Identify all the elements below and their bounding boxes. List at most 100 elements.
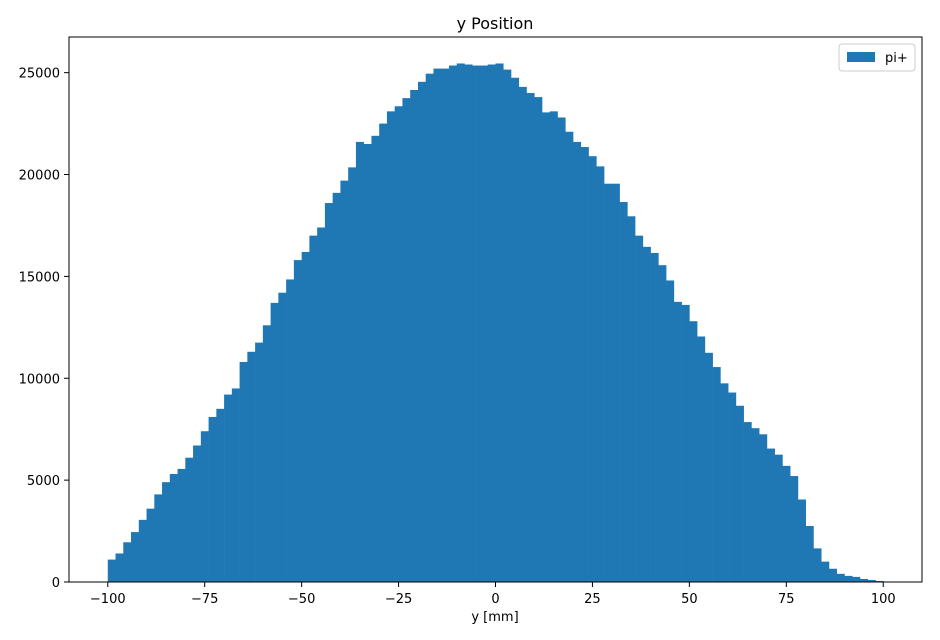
histogram-bar — [154, 494, 163, 582]
histogram-bar — [627, 216, 636, 582]
histogram-bars — [107, 63, 884, 583]
legend-swatch-pi-plus — [847, 52, 875, 62]
histogram-bar — [728, 392, 737, 582]
histogram-bar — [503, 69, 512, 582]
histogram-bar — [658, 265, 667, 582]
histogram-bar — [867, 579, 876, 582]
histogram-bar — [448, 65, 458, 582]
histogram-bar — [286, 279, 295, 582]
histogram-bar — [666, 280, 675, 582]
histogram-bar — [518, 86, 527, 582]
histogram-bar — [177, 468, 186, 582]
histogram-bar — [386, 111, 395, 582]
histogram-bar — [635, 235, 644, 582]
histogram-bar — [425, 73, 434, 582]
legend-label-pi-plus: pi+ — [885, 51, 908, 66]
histogram-bar — [309, 235, 318, 582]
x-tick-label: 75 — [778, 592, 795, 607]
histogram-bar — [363, 143, 372, 582]
histogram-bar — [472, 65, 481, 582]
histogram-bar — [759, 434, 768, 582]
histogram-bar — [534, 97, 543, 582]
histogram-bar — [332, 192, 341, 583]
x-tick-label: 100 — [871, 592, 896, 607]
x-tick-label: −25 — [385, 592, 412, 607]
histogram-bar — [479, 65, 489, 582]
histogram-bar — [797, 499, 806, 582]
y-tick-label: 0 — [52, 576, 60, 591]
histogram-bar — [852, 576, 861, 582]
histogram-bar — [216, 408, 225, 582]
histogram-bar — [766, 448, 775, 582]
histogram-bar — [790, 476, 799, 582]
histogram-bar — [596, 166, 605, 582]
x-tick-label: 50 — [681, 592, 698, 607]
histogram-bar — [782, 465, 791, 582]
histogram-bar — [340, 180, 349, 583]
histogram-bar — [859, 578, 869, 582]
histogram-bar — [836, 573, 845, 582]
histogram-bar — [200, 431, 209, 582]
histogram-bar — [371, 135, 380, 582]
x-tick-label: 0 — [491, 592, 499, 607]
histogram-bar — [511, 77, 520, 582]
histogram-bar — [604, 183, 613, 582]
histogram-bar — [185, 457, 194, 582]
histogram-bar — [239, 361, 248, 582]
histogram-bar — [402, 98, 411, 583]
histogram-bar — [115, 553, 124, 582]
x-tick-label: −50 — [288, 592, 315, 607]
histogram-bar — [495, 63, 504, 583]
histogram-bar — [805, 525, 814, 582]
histogram-bar — [611, 183, 620, 582]
histogram-bar — [107, 559, 116, 582]
y-tick-label: 10000 — [19, 372, 60, 387]
x-tick-label: 25 — [584, 592, 601, 607]
histogram-bar — [813, 548, 822, 582]
histogram-bar — [573, 141, 582, 582]
histogram-bar — [828, 568, 837, 582]
histogram-bar — [681, 304, 690, 582]
histogram-bar — [557, 117, 566, 583]
histogram-bar — [743, 422, 752, 582]
histogram-bar — [324, 203, 333, 582]
histogram-bar — [247, 351, 256, 582]
histogram-bar — [673, 301, 682, 582]
histogram-bar — [875, 580, 884, 582]
x-axis-ticks: −100 −75 −50 −25 0 25 50 75 100 — [90, 582, 896, 607]
histogram-bar — [410, 89, 419, 583]
histogram-bar — [301, 251, 310, 583]
histogram-bar — [270, 302, 279, 582]
histogram-bar — [580, 147, 589, 583]
chart-title: y Position — [457, 14, 534, 33]
histogram-bar — [456, 63, 465, 583]
histogram-bar — [774, 454, 783, 582]
histogram-bar — [355, 141, 364, 582]
x-tick-label: −100 — [90, 592, 126, 607]
histogram-bar — [131, 532, 140, 582]
histogram-bar — [123, 542, 132, 582]
y-axis-ticks: 0 5000 10000 15000 20000 25000 — [19, 67, 69, 591]
histogram-bar — [549, 111, 558, 582]
histogram-bar — [262, 325, 271, 582]
histogram-bar — [379, 123, 388, 583]
histogram-bar — [844, 575, 853, 582]
histogram-bar — [278, 292, 287, 582]
histogram-bar — [704, 352, 713, 582]
y-tick-label: 5000 — [27, 474, 60, 489]
histogram-bar — [526, 93, 535, 582]
histogram-bar — [821, 561, 830, 582]
legend: pi+ — [838, 43, 916, 72]
histogram-bar — [712, 367, 721, 582]
legend-box — [838, 43, 916, 72]
histogram-bar — [293, 260, 302, 582]
histogram-bar — [650, 252, 659, 582]
histogram-bar — [224, 394, 233, 582]
histogram-bar — [169, 474, 178, 582]
histogram-bar — [588, 156, 597, 582]
histogram-bar — [348, 167, 357, 582]
histogram-bar — [735, 405, 744, 582]
x-axis-title: y [mm] — [471, 610, 518, 625]
histogram-bar — [317, 227, 326, 582]
